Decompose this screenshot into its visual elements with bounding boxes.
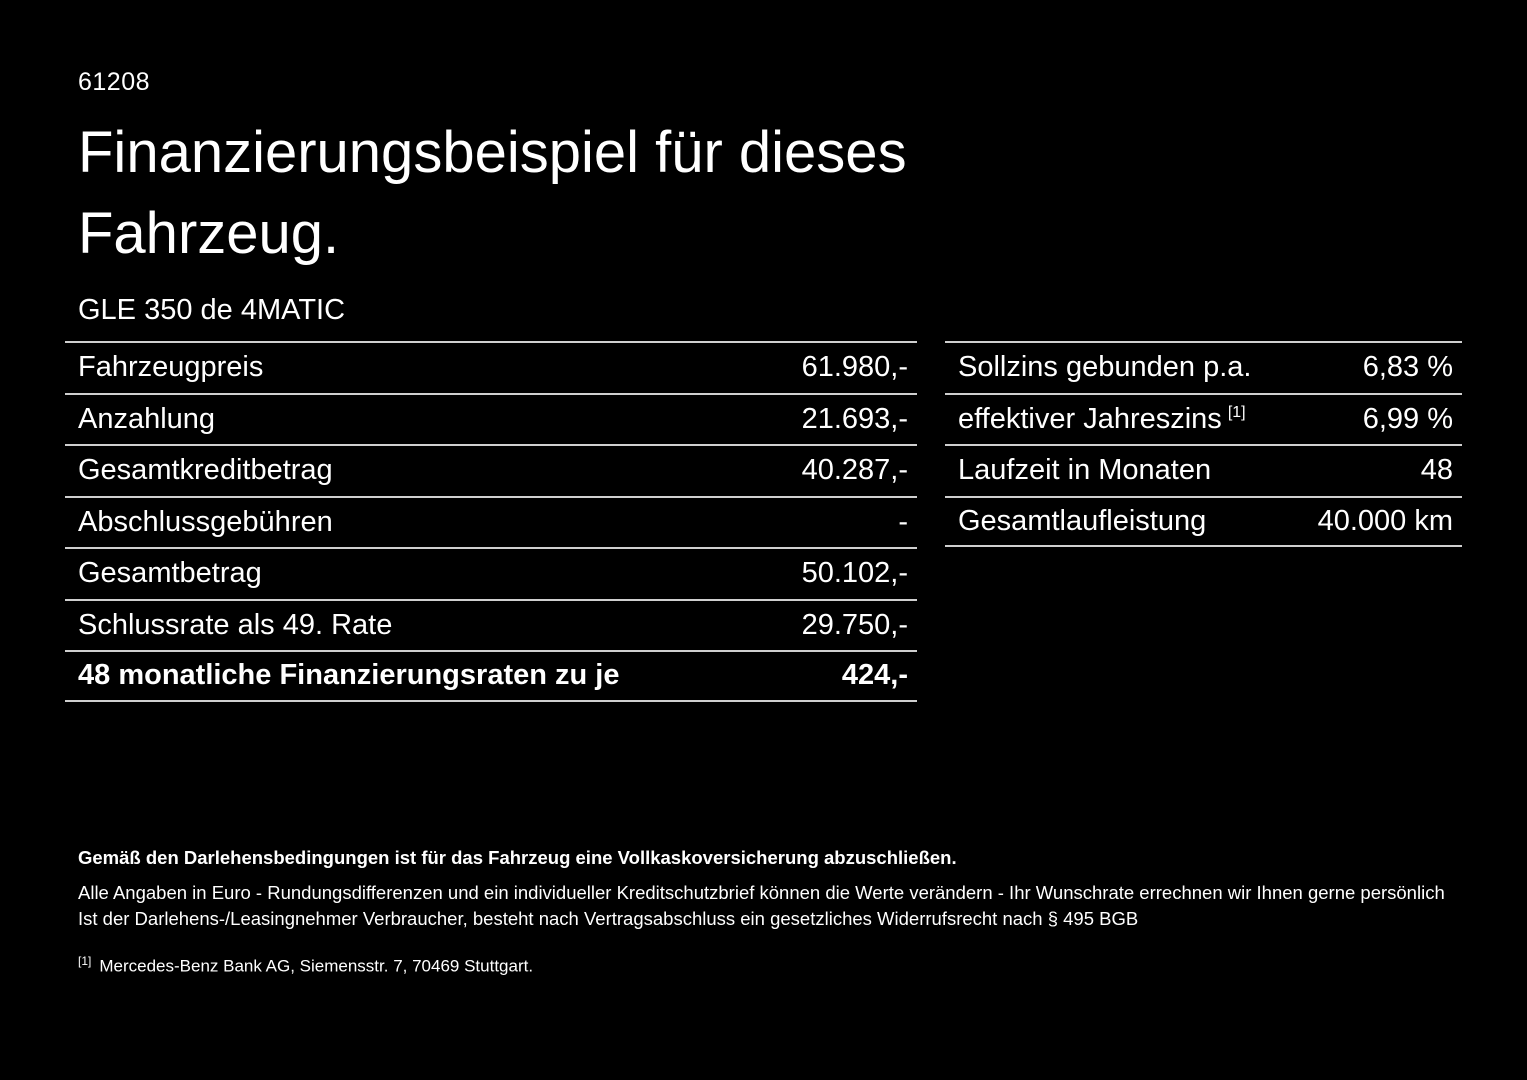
table-row-monatsrate: 48 monatliche Finanzierungsraten zu je 4… [65, 650, 917, 702]
row-value: 424,- [841, 659, 908, 692]
row-value: 6,83 % [1362, 351, 1453, 384]
footer: Gemäß den Darlehensbedingungen ist für d… [78, 845, 1468, 980]
row-value: - [898, 505, 908, 538]
table-row-fahrzeugpreis: Fahrzeugpreis 61.980,- [65, 341, 917, 393]
financing-table: Fahrzeugpreis 61.980,- Anzahlung 21.693,… [65, 341, 917, 702]
row-label: Gesamtkreditbetrag [78, 454, 333, 487]
footnote-text: Mercedes-Benz Bank AG, Siemensstr. 7, 70… [99, 956, 534, 976]
row-label: Anzahlung [78, 402, 216, 435]
row-value: 48 [1420, 454, 1453, 487]
row-label: effektiver Jahreszins [1] [958, 403, 1246, 436]
page-title-line1: Finanzierungsbeispiel für dieses [78, 120, 907, 185]
footer-note-bold: Gemäß den Darlehensbedingungen ist für d… [78, 847, 957, 868]
row-label: Laufzeit in Monaten [958, 454, 1212, 487]
row-label: Sollzins gebunden p.a. [958, 351, 1252, 384]
row-value: 40.287,- [801, 454, 908, 487]
table-row-gesamtkreditbetrag: Gesamtkreditbetrag 40.287,- [65, 444, 917, 496]
row-label: Gesamtbetrag [78, 557, 262, 590]
conditions-table: Sollzins gebunden p.a. 6,83 % effektiver… [945, 341, 1462, 547]
table-row-gesamtlaufleistung: Gesamtlaufleistung 40.000 km [945, 495, 1462, 547]
row-value: 29.750,- [801, 608, 908, 641]
page-title: Finanzierungsbeispiel für dieses Fahrzeu… [78, 112, 907, 274]
row-label: 48 monatliche Finanzierungsraten zu je [78, 659, 620, 692]
row-value: 61.980,- [801, 351, 908, 384]
footer-note-line2: Ist der Darlehens-/Leasingnehmer Verbrau… [78, 908, 1139, 929]
row-value: 50.102,- [801, 557, 908, 590]
footnote: [1] Mercedes-Benz Bank AG, Siemensstr. 7,… [78, 948, 1468, 980]
row-label: Fahrzeugpreis [78, 351, 264, 384]
footer-note-line1: Alle Angaben in Euro - Rundungsdifferenz… [78, 882, 1445, 903]
row-label: Schlussrate als 49. Rate [78, 608, 393, 641]
footnote-marker: [1] [78, 954, 92, 968]
table-row-effektiver-jahreszins: effektiver Jahreszins [1] 6,99 % [945, 392, 1462, 445]
row-value: 21.693,- [801, 402, 908, 435]
table-row-sollzins: Sollzins gebunden p.a. 6,83 % [945, 341, 1462, 393]
table-row-laufzeit: Laufzeit in Monaten 48 [945, 444, 1462, 496]
table-row-gesamtbetrag: Gesamtbetrag 50.102,- [65, 547, 917, 599]
table-row-anzahlung: Anzahlung 21.693,- [65, 392, 917, 445]
row-value: 40.000 km [1317, 504, 1453, 537]
page-code: 61208 [78, 68, 151, 96]
table-row-abschlussgebuehren: Abschlussgebühren - [65, 495, 917, 548]
row-label: Abschlussgebühren [78, 505, 333, 538]
row-label: Gesamtlaufleistung [958, 504, 1207, 537]
footnote-marker: [1] [1227, 404, 1246, 422]
row-value: 6,99 % [1362, 402, 1453, 435]
page-title-line2: Fahrzeug. [78, 201, 340, 267]
vehicle-model: GLE 350 de 4MATIC [78, 294, 346, 326]
row-label-text: effektiver Jahreszins [958, 402, 1222, 435]
table-row-schlussrate: Schlussrate als 49. Rate 29.750,- [65, 598, 917, 651]
